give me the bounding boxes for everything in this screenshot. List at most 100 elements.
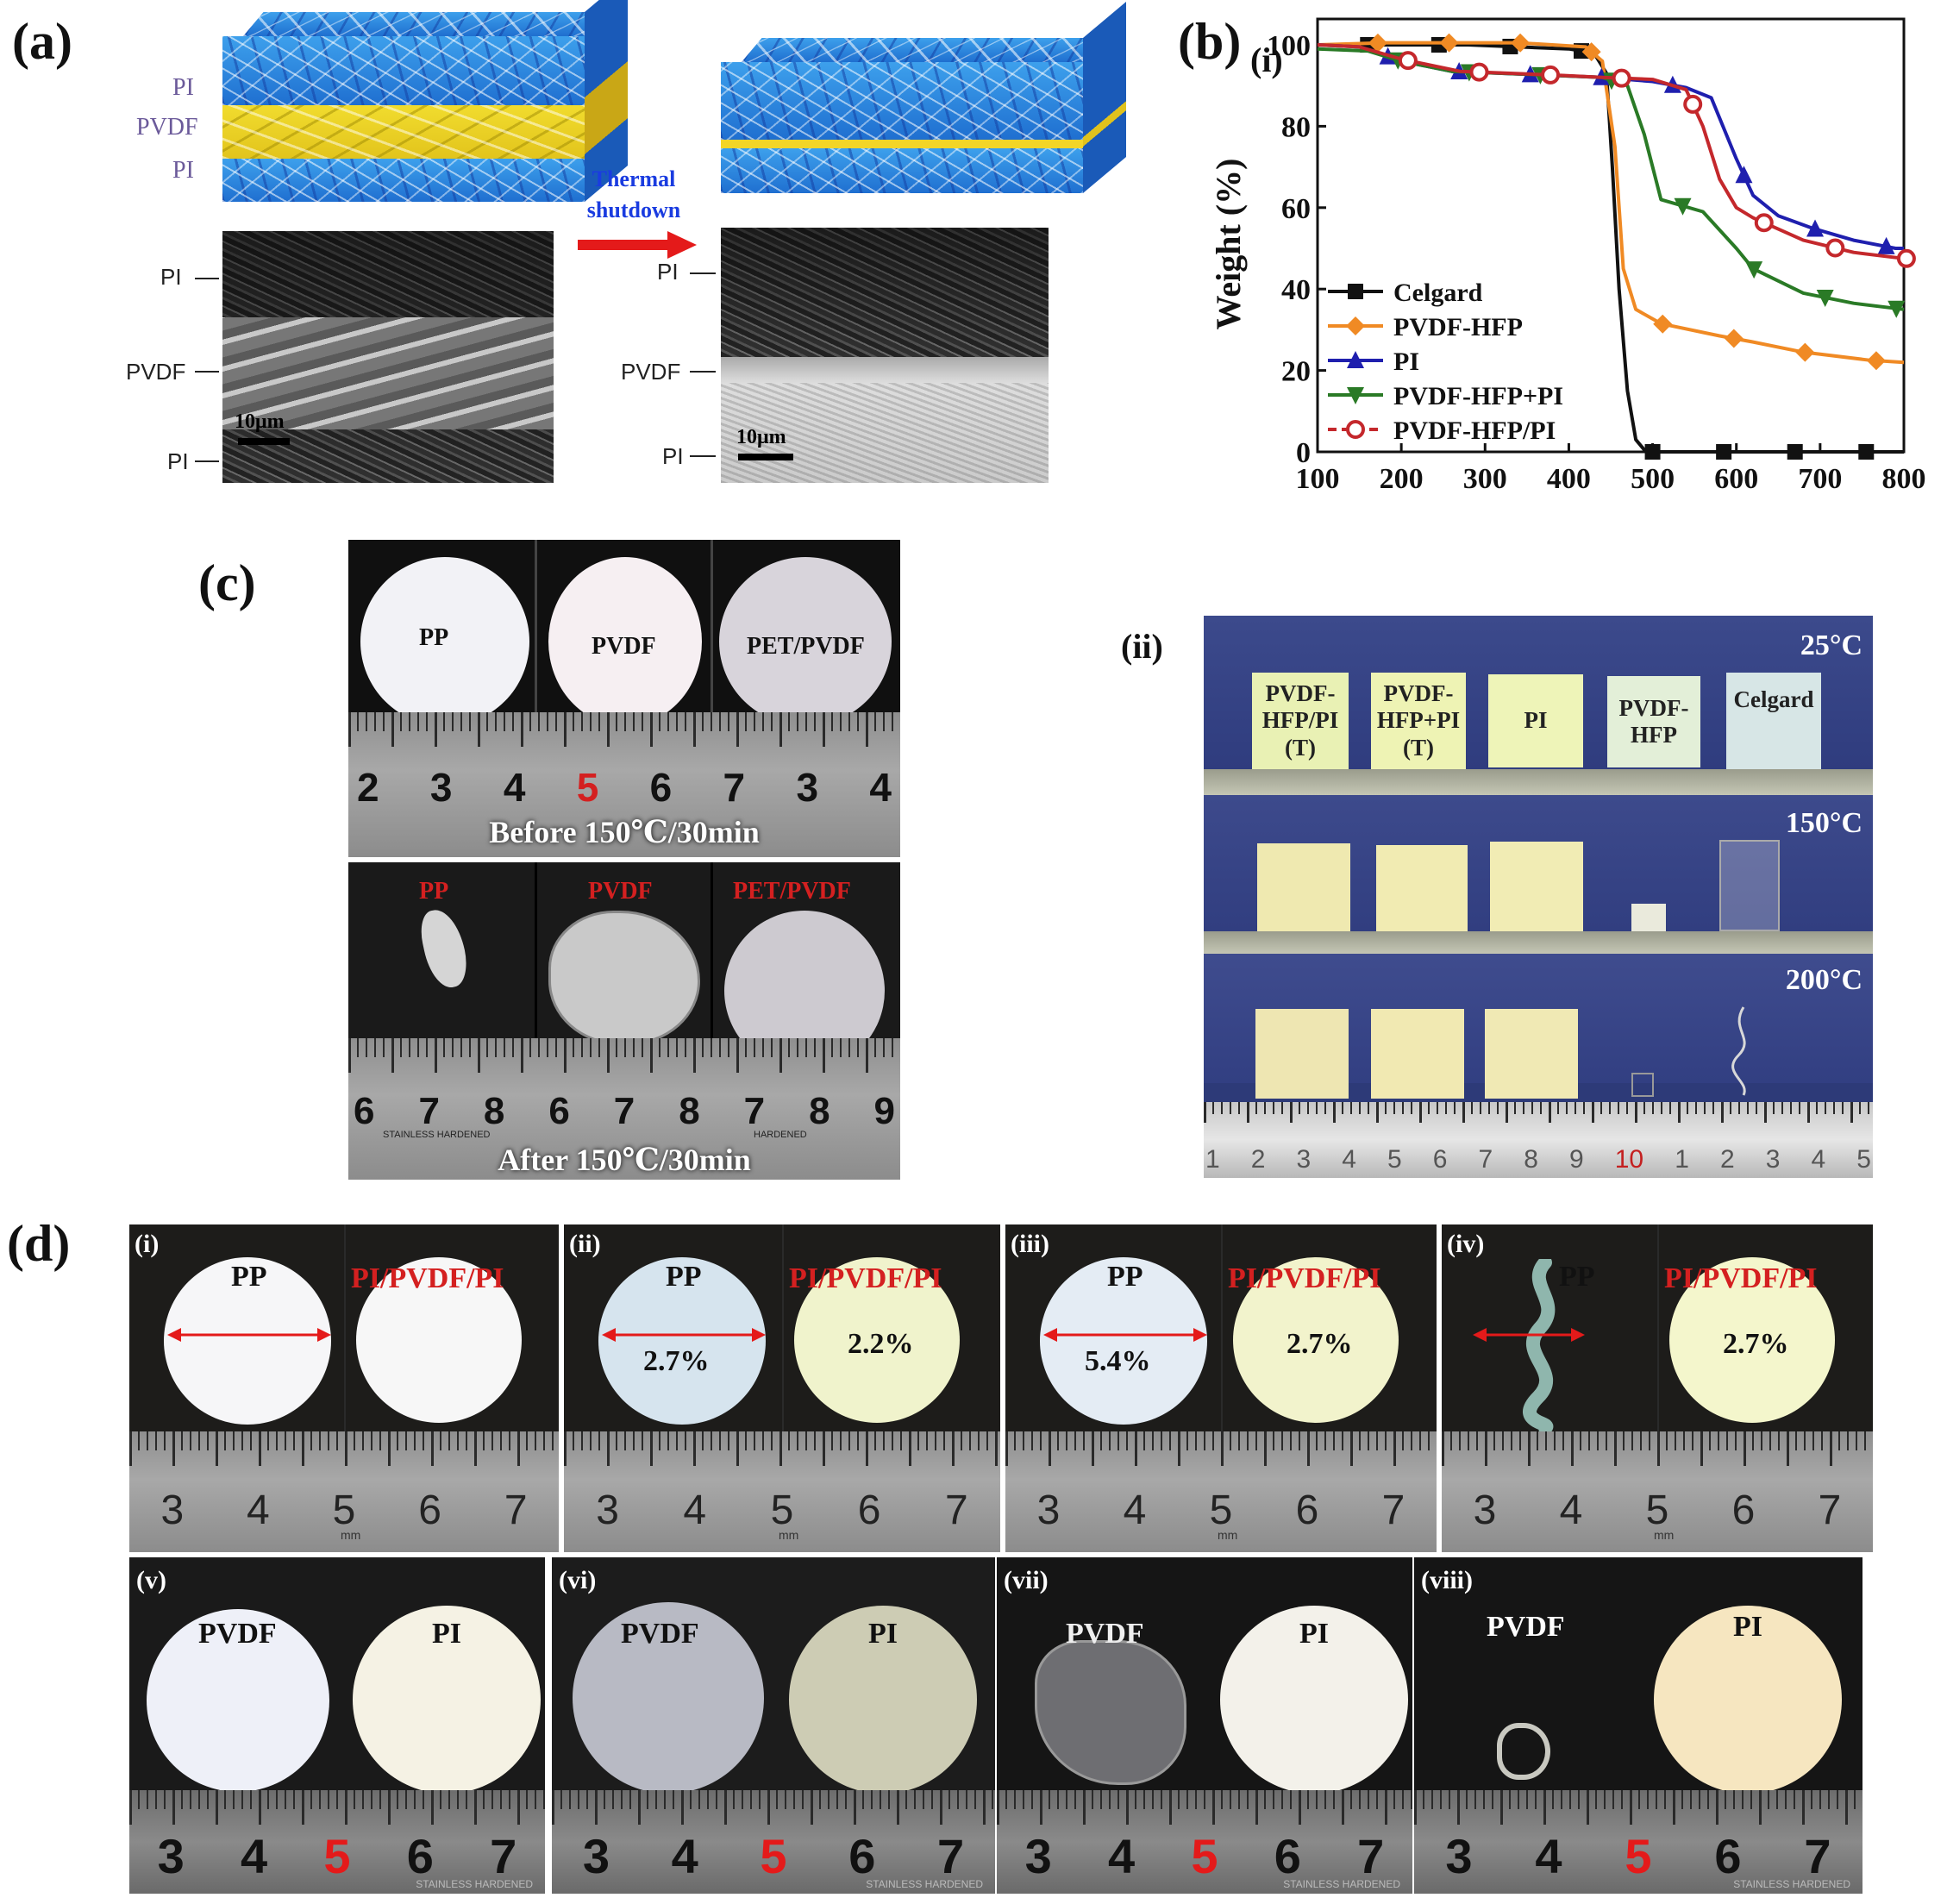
sem-right-scale: 10μm	[736, 426, 786, 448]
series-marker-pvdf-hfp	[1795, 342, 1815, 362]
d-top-2-left-label: PP	[1107, 1261, 1143, 1293]
d-top-2-right-label: PI/PVDF/PI	[1228, 1262, 1381, 1294]
series-marker-pi	[1735, 166, 1753, 184]
sample-150-5	[1719, 840, 1780, 931]
label-petpvdf-before: PET/PVDF	[747, 633, 865, 660]
d-bot-1-left-label: PVDF	[621, 1618, 699, 1650]
d-top-2-tag: (iii)	[1011, 1230, 1049, 1258]
d-top-3-wrinkled-pp	[1523, 1259, 1556, 1431]
tag1-l3: (T)	[1285, 734, 1316, 761]
d-top-1-ruler-n0: 3	[596, 1488, 619, 1533]
legend-marker-pi	[1347, 351, 1364, 368]
legend-marker-pvdf-hfp-pi	[1346, 420, 1365, 439]
d-top-3-diameter-arrow	[1473, 1328, 1585, 1342]
d-top-1-tag: (ii)	[569, 1230, 601, 1258]
d-top-3-ruler: mm 3 4 5 6 7	[1442, 1431, 1873, 1552]
ruler-ii: 1 2 3 4 5 6 7 8 9 10 1 2 3 4 5	[1204, 1102, 1873, 1178]
d-top-0-ruler-n2: 5	[332, 1488, 356, 1533]
series-marker-pvdf-hfp	[1368, 33, 1387, 53]
d-top-1-right-label: PI/PVDF/PI	[789, 1262, 942, 1294]
d-bottom-cell-0: (v) PVDF PI STAINLESS HARDENED 3 4 5 6 7	[129, 1557, 545, 1894]
d-bot-2-tag: (vii)	[1004, 1566, 1049, 1594]
series-line-pvdf-hfp	[1317, 41, 1905, 365]
ruler-ii-n2: 2	[1250, 1145, 1266, 1174]
sample-200-4	[1631, 1073, 1654, 1097]
x-tick-label-200: 200	[1380, 463, 1424, 495]
series-marker-pvdf-hfp-pi	[1683, 94, 1703, 114]
panel-a-label: (a)	[12, 13, 72, 70]
ruler-ii-n5: 5	[1387, 1145, 1402, 1174]
d-top-1-diameter-arrow	[602, 1328, 766, 1342]
d-bot-0-ruler-n0: 3	[157, 1829, 185, 1883]
sample-200-1	[1255, 1009, 1349, 1099]
x-tick-label-400: 400	[1547, 463, 1591, 495]
d-top-2-diameter-arrow	[1043, 1328, 1207, 1342]
d-bot-0-right-label: PI	[432, 1618, 461, 1650]
d-bot-3-ruler-n2: 5	[1625, 1829, 1652, 1883]
d-bottom-cell-3: (viii) PVDF PI STAINLESS HARDENED 3 4 5 6 7	[1414, 1557, 1862, 1894]
layered-block-left	[222, 0, 654, 203]
series-marker-pvdf-hfp-pi	[1674, 197, 1692, 216]
sample-200-5	[1731, 1006, 1746, 1096]
d-top-3-ruler-n2: 5	[1645, 1488, 1669, 1533]
tag2-l1: PVDF-	[1383, 680, 1454, 707]
d-bot-1-left-disc	[573, 1602, 764, 1794]
d-top-3-right-label: PI/PVDF/PI	[1664, 1262, 1818, 1294]
d-bot-0-left-label: PVDF	[198, 1618, 277, 1650]
caption-before: Before 150℃/30min	[489, 815, 760, 849]
d-top-3-right-disc	[1669, 1257, 1835, 1423]
d-top-1-left-pct: 2.7%	[643, 1345, 710, 1377]
series-marker-pvdf-hfp-pi	[1541, 65, 1561, 85]
d-top-3-right-pct: 2.7%	[1723, 1328, 1789, 1360]
d-top-1-left-disc	[598, 1257, 766, 1425]
panel-b-sub-label: (i)	[1250, 41, 1283, 79]
sem-image-left: 10μm	[222, 231, 554, 483]
d-top-cell-2: (iii) PP PI/PVDF/PI 5.4% 2.7% mm 3 4 5 6 7	[1005, 1224, 1437, 1552]
ruler-c-after-n7: 7	[743, 1090, 766, 1132]
legend-marker-celgard	[1348, 284, 1363, 299]
sample-200-3	[1485, 1009, 1578, 1099]
series-marker-celgard	[1787, 444, 1803, 460]
d-bot-2-right-label: PI	[1299, 1618, 1329, 1650]
d-bot-1-ruler-n3: 6	[848, 1829, 876, 1883]
label-pvdf-after: PVDF	[588, 878, 653, 905]
d-bot-1-ruler: STAINLESS HARDENED 3 4 5 6 7	[552, 1790, 995, 1894]
sample-150-1	[1257, 843, 1350, 931]
d-bot-2-left-shrunk	[1035, 1640, 1186, 1785]
photo-ii: 25°C PVDF- HFP/PI (T) PVDF- HFP+PI (T) PI PV…	[1204, 616, 1873, 1178]
ruler-ii-n10: 10	[1614, 1145, 1644, 1174]
layer-label-pi-top: PI	[172, 74, 194, 101]
shrunk-pp-after	[416, 905, 473, 992]
temp-150: 150°C	[1785, 807, 1862, 839]
layer-label-pvdf: PVDF	[136, 114, 198, 141]
d-bot-0-tag: (v)	[136, 1566, 166, 1594]
tga-chart: 100 200 300 400 500 600 700 800 0 20 40 60 80 100 Weig…	[1209, 17, 1926, 495]
x-tick-label-800: 800	[1882, 463, 1926, 495]
caption-after: After 150℃/30min	[498, 1143, 751, 1177]
d-top-0-ruler-n0: 3	[160, 1488, 185, 1533]
d-top-2-ruler-n3: 6	[1295, 1488, 1319, 1533]
d-top-2-ruler-n1: 4	[1123, 1488, 1147, 1533]
thermal-text-line2: shutdown	[586, 197, 681, 223]
ruler-c-after-brand1: STAINLESS HARDENED	[383, 1130, 491, 1140]
series-marker-celgard	[1716, 444, 1732, 460]
ruler-c-before-n7: 3	[796, 765, 819, 810]
d-bot-3-ruler: STAINLESS HARDENED 3 4 5 6 7	[1414, 1790, 1862, 1894]
tag-pvdfhfp-pi-t: PVDF- HFP/PI (T)	[1252, 673, 1349, 769]
ruler-c-before-n6: 7	[723, 765, 746, 810]
thermal-shutdown-text: Thermal shutdown	[586, 164, 681, 227]
sem-image-right: 10μm	[721, 228, 1049, 483]
d-bot-1-ruler-n4: 7	[937, 1829, 965, 1883]
d-bot-1-ruler-n2: 5	[760, 1829, 787, 1883]
plot-frame	[1316, 17, 1906, 454]
ruler-c-after-n3: 8	[483, 1090, 505, 1132]
series-marker-pvdf-hfp	[1866, 351, 1886, 371]
d-top-0-left-label: PP	[231, 1261, 267, 1293]
d-bot-0-ruler-n2: 5	[323, 1829, 351, 1883]
y-tick-label-20: 20	[1281, 356, 1311, 388]
ruler-ii-n3: 3	[1296, 1145, 1312, 1174]
d-bot-0-ruler-n1: 4	[241, 1829, 268, 1883]
ruler-ii-n12: 2	[1719, 1145, 1735, 1174]
y-tick-label-40: 40	[1281, 274, 1311, 306]
ruler-c-before-n8: 4	[869, 765, 892, 810]
